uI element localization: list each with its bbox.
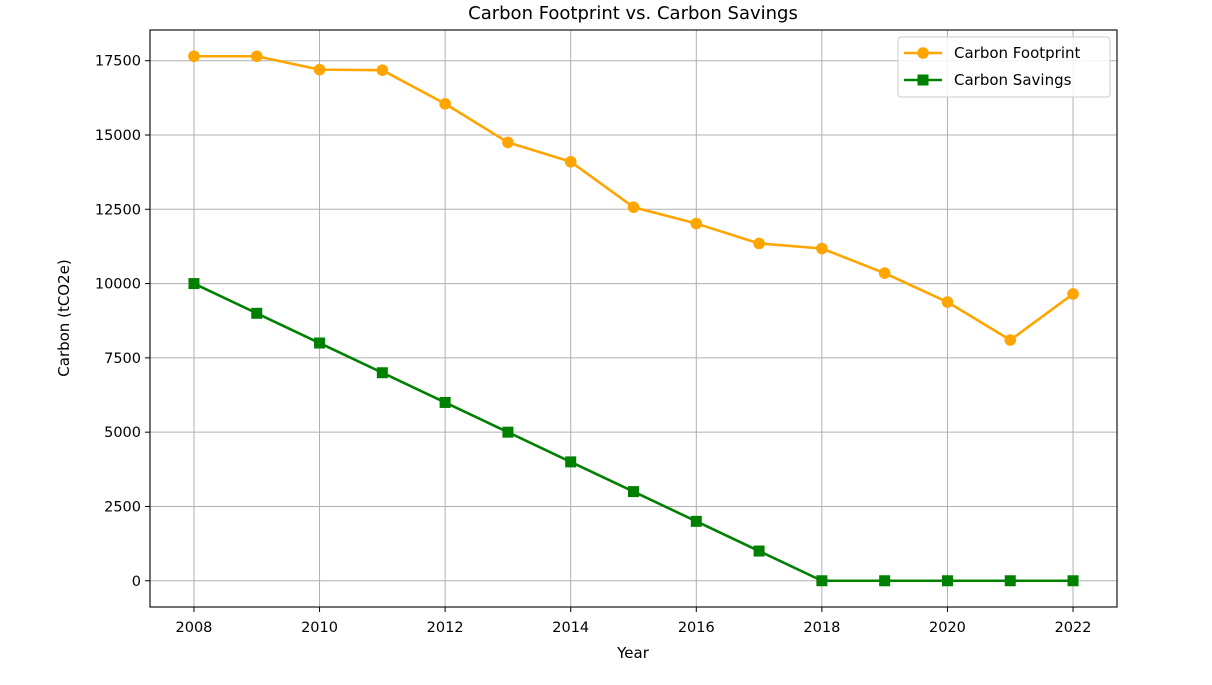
carbon-footprint-series	[188, 50, 1079, 346]
carbon-footprint-point	[690, 217, 703, 230]
carbon-savings-legend-label: Carbon Savings	[954, 71, 1072, 89]
carbon-footprint-point	[627, 201, 640, 214]
carbon-savings-series	[188, 278, 1079, 587]
x-tick-label: 2020	[929, 620, 966, 636]
carbon-savings-point	[565, 456, 577, 468]
y-axis-label: Carbon (tCO2e)	[55, 259, 73, 376]
y-tick-label: 15000	[95, 128, 141, 144]
y-tick-label: 12500	[95, 202, 141, 218]
carbon-savings-point	[941, 575, 953, 587]
carbon-footprint-point	[188, 50, 200, 63]
y-tick-label: 10000	[95, 277, 141, 293]
carbon-savings-point	[376, 367, 388, 379]
carbon-footprint-point	[502, 136, 514, 149]
grid-lines	[150, 30, 1117, 607]
carbon-footprint-point	[376, 64, 389, 77]
x-tick-label: 2010	[301, 620, 338, 636]
carbon-savings-point	[879, 575, 891, 587]
carbon-footprint-point	[753, 237, 765, 250]
x-tick-label: 2022	[1055, 620, 1092, 636]
carbon-footprint-point	[1004, 334, 1017, 346]
carbon-savings-point	[188, 278, 200, 290]
carbon-footprint-point	[250, 50, 263, 63]
carbon-savings-point	[502, 426, 514, 438]
carbon-savings-point	[314, 337, 326, 349]
y-tick-label: 7500	[104, 351, 141, 367]
x-tick-label: 2018	[803, 620, 840, 636]
carbon-savings-point	[1067, 575, 1079, 587]
carbon-footprint-legend-marker	[917, 47, 929, 59]
x-tick-label: 2008	[176, 620, 213, 636]
carbon-footprint-point	[816, 242, 828, 255]
carbon-footprint-point	[1067, 288, 1079, 300]
carbon-savings-point	[753, 545, 765, 557]
y-axis-ticks: 0 2500 5000 7500 10000 12500 15000 17500	[95, 54, 150, 590]
y-tick-label: 0	[132, 574, 141, 590]
legend: Carbon Footprint Carbon Savings	[897, 36, 1111, 98]
carbon-footprint-legend-label: Carbon Footprint	[954, 44, 1080, 62]
plot-frame	[149, 29, 1118, 608]
series-layer	[188, 50, 1079, 587]
x-tick-label: 2016	[678, 620, 715, 636]
carbon-savings-point	[628, 486, 639, 498]
carbon-footprint-point	[564, 155, 577, 168]
x-tick-label: 2012	[427, 620, 464, 636]
carbon-savings-point	[251, 307, 263, 319]
carbon-savings-point	[816, 575, 828, 587]
carbon-savings-point	[1004, 575, 1016, 587]
carbon-savings-legend-marker	[917, 74, 929, 86]
carbon-footprint-point	[313, 63, 326, 76]
legend-frame	[897, 36, 1111, 98]
carbon-footprint-point	[878, 267, 891, 279]
carbon-footprint-point	[439, 97, 451, 110]
carbon-footprint-line	[193, 54, 1074, 342]
carbon-savings-point	[439, 396, 451, 408]
carbon-savings-point	[690, 515, 702, 527]
x-axis-ticks: 2008 2010 2012 2014 2016 2018 2020 2022	[176, 607, 1092, 636]
y-tick-label: 2500	[104, 499, 141, 515]
legend-entries: Carbon Footprint Carbon Savings	[904, 44, 1080, 89]
y-tick-label: 17500	[95, 54, 141, 70]
x-tick-label: 2014	[552, 620, 589, 636]
x-axis-label: Year	[616, 644, 650, 662]
carbon-footprint-point	[941, 296, 954, 308]
chart-title: Carbon Footprint vs. Carbon Savings	[468, 3, 798, 24]
y-tick-label: 5000	[104, 425, 141, 441]
